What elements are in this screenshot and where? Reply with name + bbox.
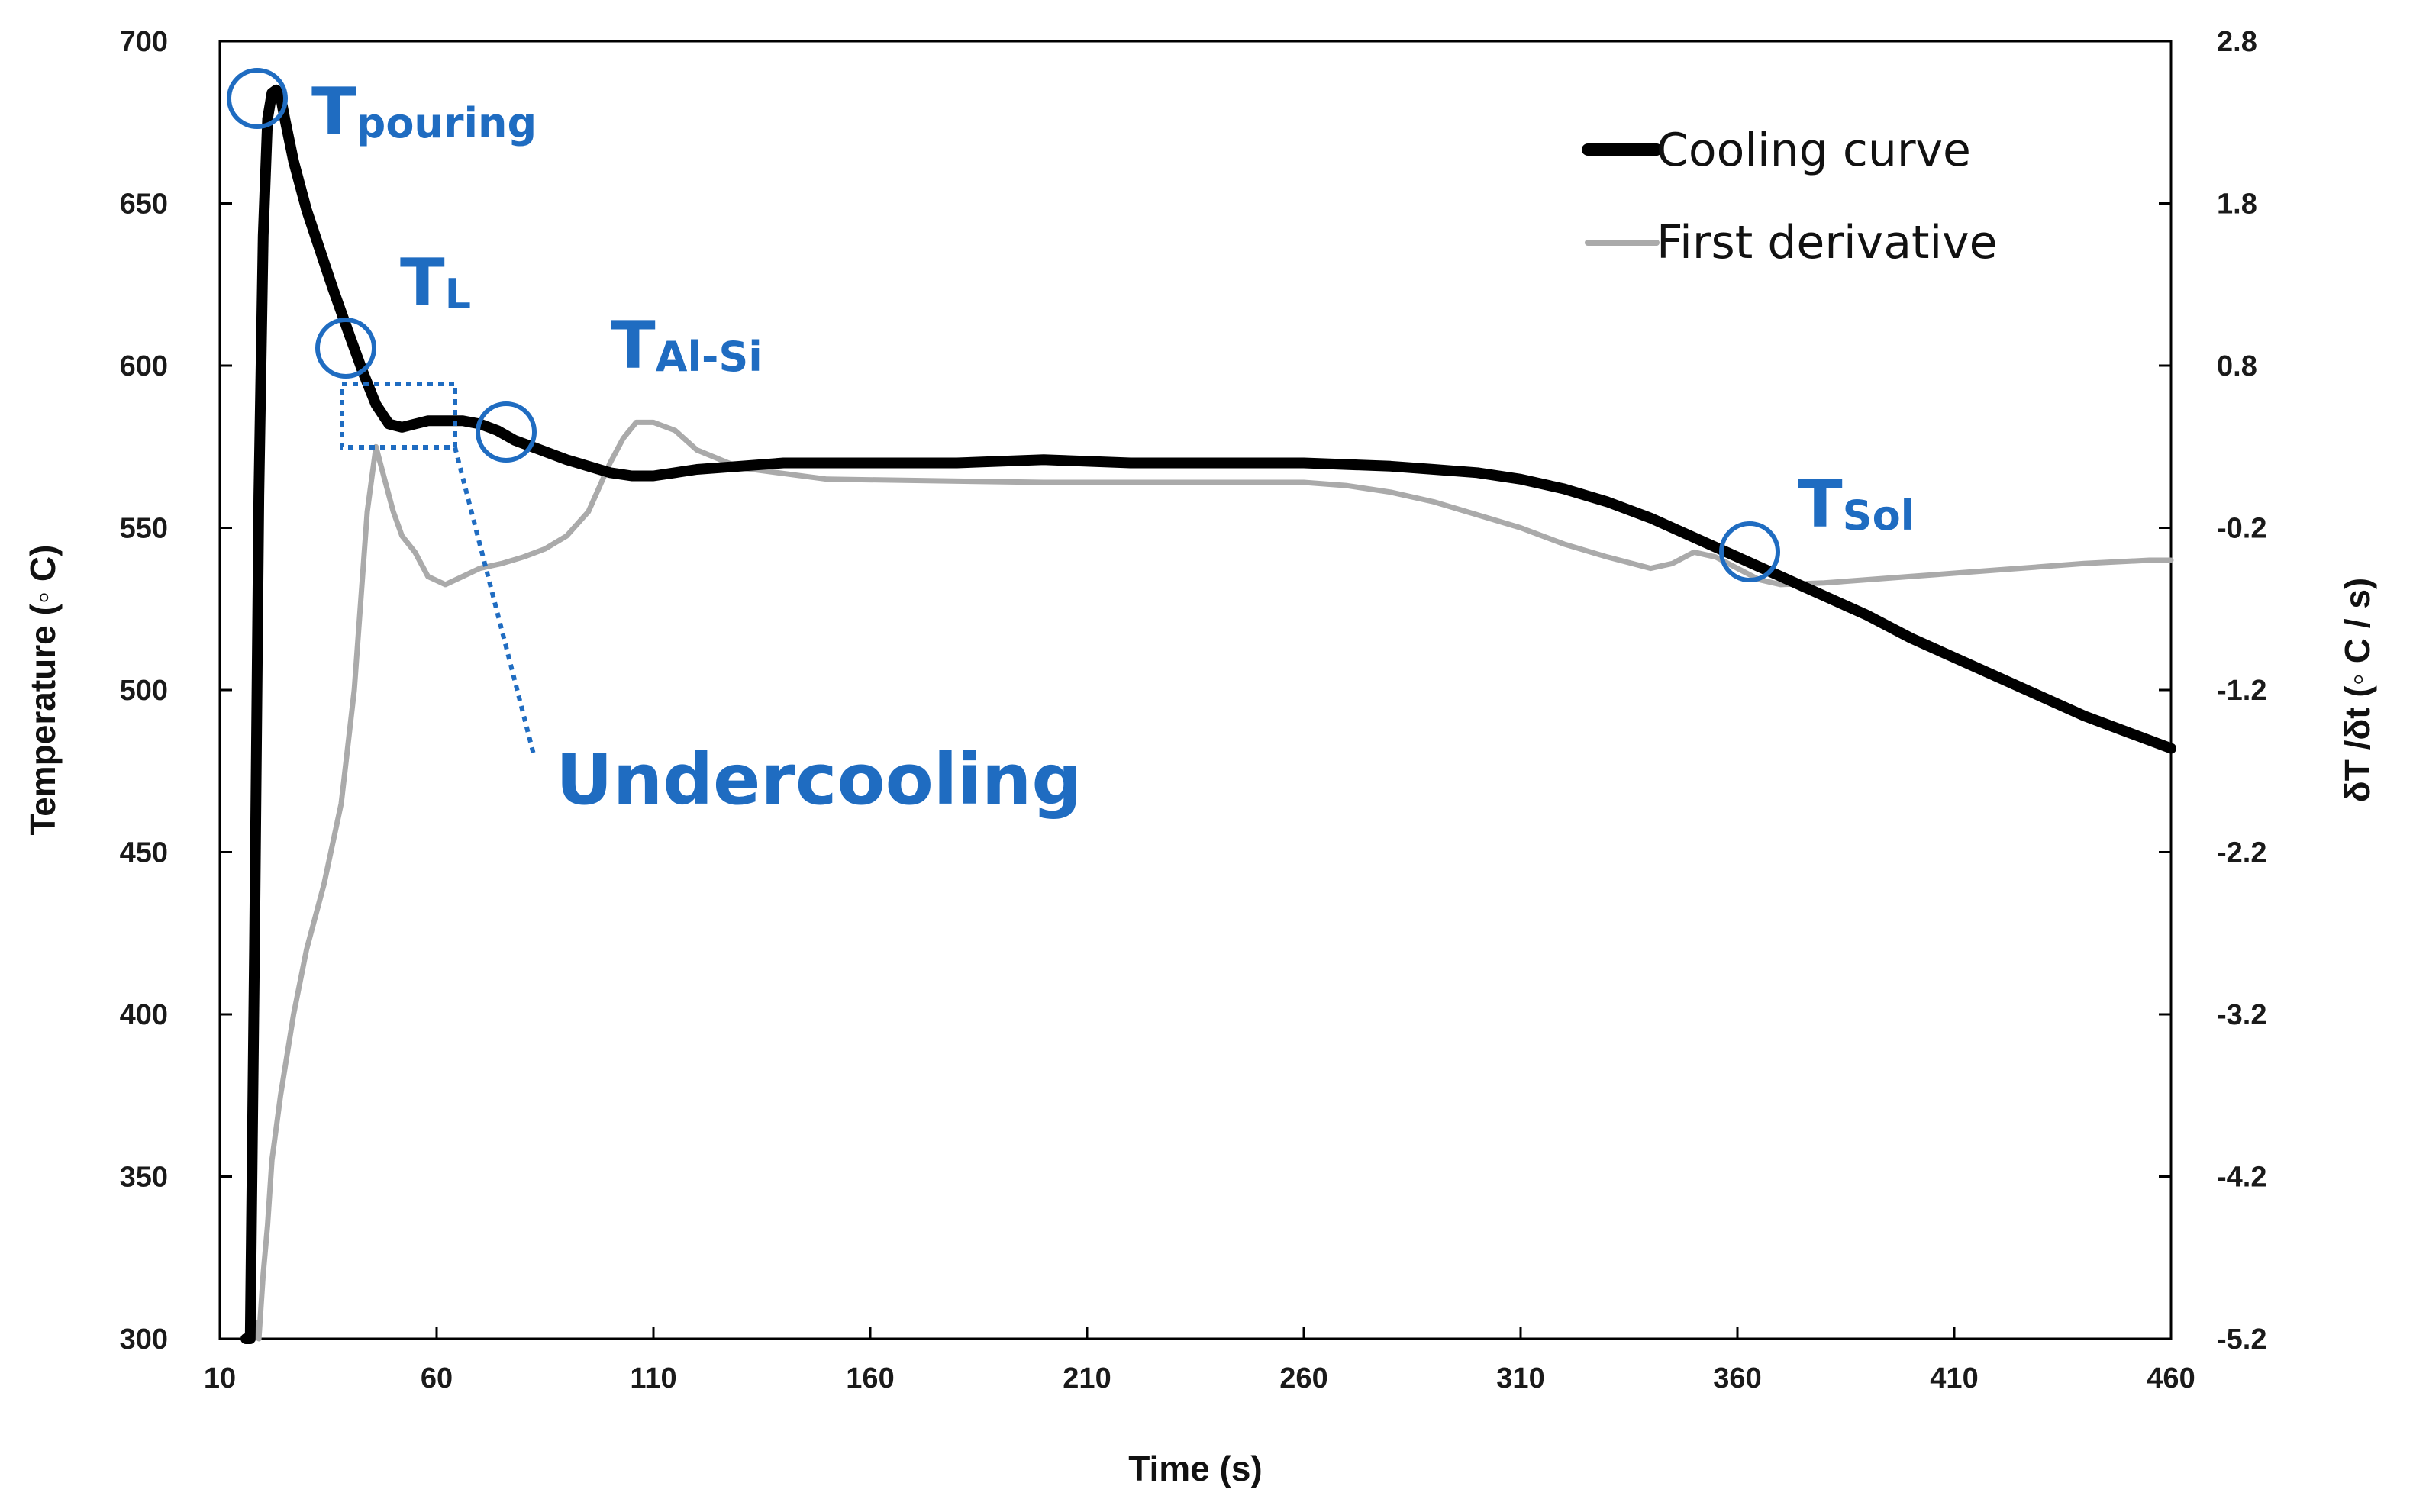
liquidus-marker-circle bbox=[315, 318, 376, 379]
y2-tick-label: -5.2 bbox=[2217, 1323, 2266, 1356]
annotation-liquidus: TL bbox=[400, 245, 471, 321]
undercooling-box bbox=[340, 382, 457, 450]
legend: Cooling curve First derivative bbox=[1582, 124, 1998, 269]
x-tick-label: 410 bbox=[1930, 1362, 1978, 1394]
x-tick-label: 310 bbox=[1496, 1362, 1544, 1394]
y2-tick-label: -1.2 bbox=[2217, 675, 2266, 707]
y2-tick-label: -0.2 bbox=[2217, 513, 2266, 545]
y2-tick-label: -4.2 bbox=[2217, 1162, 2266, 1194]
tick-marks bbox=[218, 40, 2173, 1340]
annotation-al-si: TAl-Si bbox=[611, 308, 763, 384]
x-axis-title: Time (s) bbox=[1128, 1449, 1263, 1488]
y-tick-label: 600 bbox=[120, 350, 168, 382]
x-tick-label: 10 bbox=[204, 1362, 236, 1394]
y2-tick-label: -2.2 bbox=[2217, 837, 2266, 869]
first-derivative-series-line bbox=[251, 419, 2174, 1342]
x-tick-label: 260 bbox=[1279, 1362, 1327, 1394]
tick-labels: 10 60 110 160 210 260 310 360 410 460 300 350 400 450… bbox=[120, 26, 2267, 1394]
pouring-marker-circle bbox=[227, 68, 288, 129]
undercooling-leader-line bbox=[453, 447, 537, 758]
y-tick-label: 300 bbox=[120, 1323, 168, 1356]
x-tick-label: 160 bbox=[846, 1362, 894, 1394]
y-tick-label: 700 bbox=[120, 26, 168, 58]
y-tick-label: 400 bbox=[120, 999, 168, 1031]
annotation-undercooling: Undercooling bbox=[556, 739, 1082, 820]
y-tick-label: 550 bbox=[120, 513, 168, 545]
y-tick-label: 500 bbox=[120, 675, 168, 707]
y-axis-title: Temperature (◦ C) bbox=[23, 545, 63, 836]
x-tick-label: 210 bbox=[1063, 1362, 1111, 1394]
annotation-pouring: Tpouring bbox=[311, 74, 537, 150]
x-tick-label: 110 bbox=[630, 1362, 676, 1394]
y2-tick-label: 1.8 bbox=[2217, 189, 2257, 221]
alsi-marker-circle bbox=[476, 401, 537, 463]
legend-label-first-derivative: First derivative bbox=[1657, 216, 1998, 269]
y2-axis-title: δT /δt (◦ C / s) bbox=[2337, 578, 2377, 802]
y-tick-label: 650 bbox=[120, 189, 168, 221]
annotation-solidus: TSol bbox=[1798, 466, 1915, 543]
annotations: Tpouring TL TAl-Si TSol Undercooling bbox=[227, 68, 1915, 820]
y2-tick-label: 2.8 bbox=[2217, 26, 2257, 58]
x-tick-label: 360 bbox=[1713, 1362, 1761, 1394]
y-tick-label: 350 bbox=[120, 1162, 168, 1194]
solidus-marker-circle bbox=[1719, 521, 1780, 582]
y-tick-label: 450 bbox=[120, 837, 168, 869]
y2-tick-label: 0.8 bbox=[2217, 350, 2257, 382]
y2-tick-label: -3.2 bbox=[2217, 999, 2266, 1031]
legend-label-cooling-curve: Cooling curve bbox=[1657, 124, 1971, 177]
cooling-curve-series-line bbox=[240, 84, 2176, 1344]
x-tick-label: 460 bbox=[2147, 1362, 2195, 1394]
x-tick-label: 60 bbox=[421, 1362, 453, 1394]
